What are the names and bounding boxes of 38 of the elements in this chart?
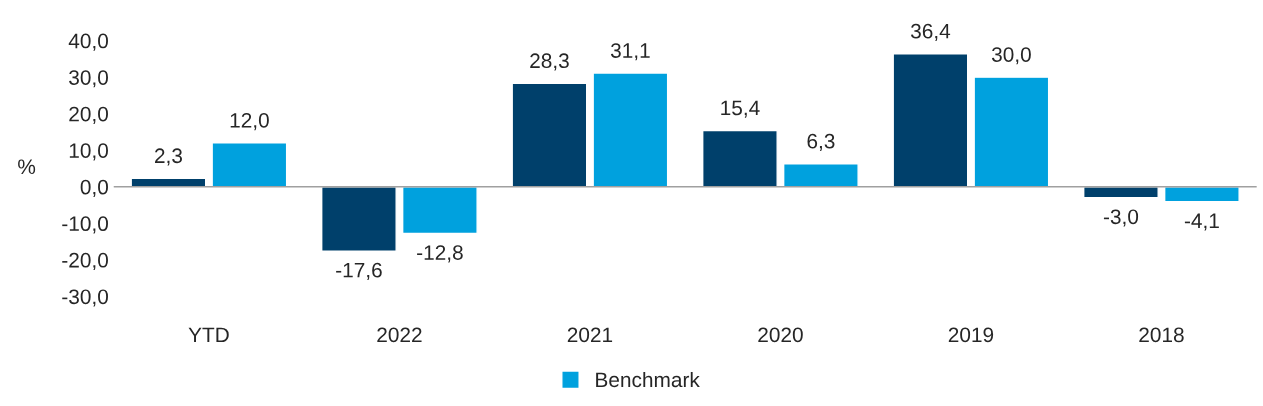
bar <box>592 72 669 188</box>
y-tick-label: -20,0 <box>62 252 108 271</box>
bar <box>211 142 288 188</box>
bar <box>973 76 1050 188</box>
y-tick-label: -30,0 <box>62 289 108 307</box>
data-label: 2,3 <box>155 148 183 166</box>
y-tick-label: 0,0 <box>80 179 108 197</box>
bar <box>321 186 397 252</box>
data-label: 36,4 <box>910 23 951 41</box>
x-tick-label: 2018 <box>1139 327 1184 343</box>
x-tick-label: YTD <box>188 327 229 343</box>
y-axis-title: % <box>18 159 36 174</box>
bar <box>401 186 478 235</box>
data-label: 15,4 <box>721 100 760 118</box>
y-tick-label: -10,0 <box>62 216 108 234</box>
legend-label: Benchmark <box>596 371 700 388</box>
y-tick-label: 10,0 <box>69 143 108 161</box>
data-label: 28,3 <box>530 53 569 71</box>
y-tick-label: 20,0 <box>69 106 108 124</box>
data-label: 12,0 <box>230 112 269 131</box>
y-tick-label: 30,0 <box>69 70 108 88</box>
x-tick-label: 2022 <box>377 327 422 343</box>
data-label: -4,1 <box>1184 213 1219 231</box>
x-tick-label: 2020 <box>758 327 803 343</box>
data-label: 31,1 <box>610 43 650 61</box>
data-label: -17,6 <box>336 262 382 280</box>
data-label: -12,8 <box>417 245 463 263</box>
x-tick-label: 2019 <box>948 327 994 343</box>
bar <box>702 129 778 188</box>
bar <box>782 163 859 188</box>
bar <box>511 82 588 188</box>
bar <box>1163 186 1240 203</box>
data-label: -3,0 <box>1103 209 1139 227</box>
data-label: 6,3 <box>807 133 835 151</box>
y-tick-label: 40,0 <box>68 33 108 51</box>
bar <box>892 53 969 188</box>
data-label: 30,0 <box>991 47 1031 65</box>
x-tick-label: 2021 <box>567 327 613 343</box>
